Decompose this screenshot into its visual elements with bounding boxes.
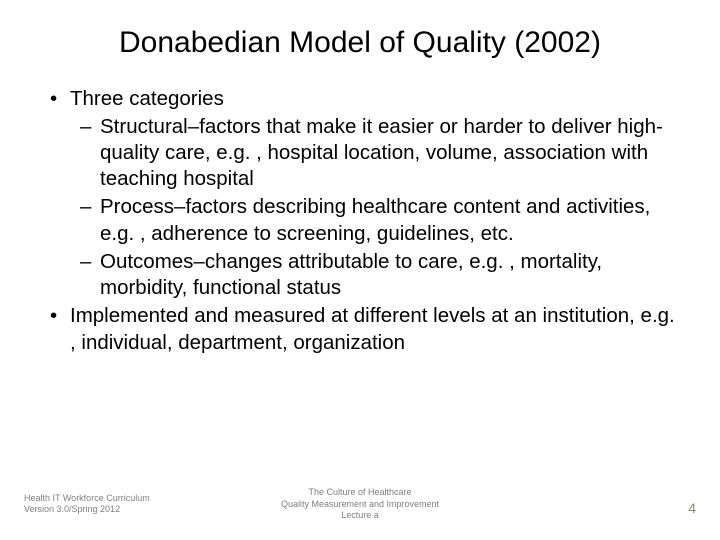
slide-content: Three categories Structural–factors that… xyxy=(40,86,680,356)
bullet-text: Implemented and measured at different le… xyxy=(70,304,675,353)
bullet-text: Three categories xyxy=(70,87,224,110)
footer-center-line: Lecture a xyxy=(0,510,720,522)
bullet-item: Three categories Structural–factors that… xyxy=(40,86,680,302)
page-number: 4 xyxy=(688,500,696,516)
footer-center-line: Quality Measurement and Improvement xyxy=(0,499,720,511)
bullet-list: Three categories Structural–factors that… xyxy=(40,86,680,356)
bullet-item: Implemented and measured at different le… xyxy=(40,303,680,355)
slide: Donabedian Model of Quality (2002) Three… xyxy=(0,0,720,540)
sub-bullet-list: Structural–factors that make it easier o… xyxy=(70,114,680,302)
sub-bullet-text: Outcomes–changes attributable to care, e… xyxy=(100,250,602,299)
sub-bullet-item: Structural–factors that make it easier o… xyxy=(70,114,680,193)
footer-center-line: The Culture of Healthcare xyxy=(0,487,720,499)
sub-bullet-text: Process–factors describing healthcare co… xyxy=(100,195,650,244)
sub-bullet-text: Structural–factors that make it easier o… xyxy=(100,115,663,190)
footer-center: The Culture of Healthcare Quality Measur… xyxy=(0,487,720,522)
sub-bullet-item: Outcomes–changes attributable to care, e… xyxy=(70,249,680,301)
slide-title: Donabedian Model of Quality (2002) xyxy=(40,24,680,62)
sub-bullet-item: Process–factors describing healthcare co… xyxy=(70,194,680,246)
